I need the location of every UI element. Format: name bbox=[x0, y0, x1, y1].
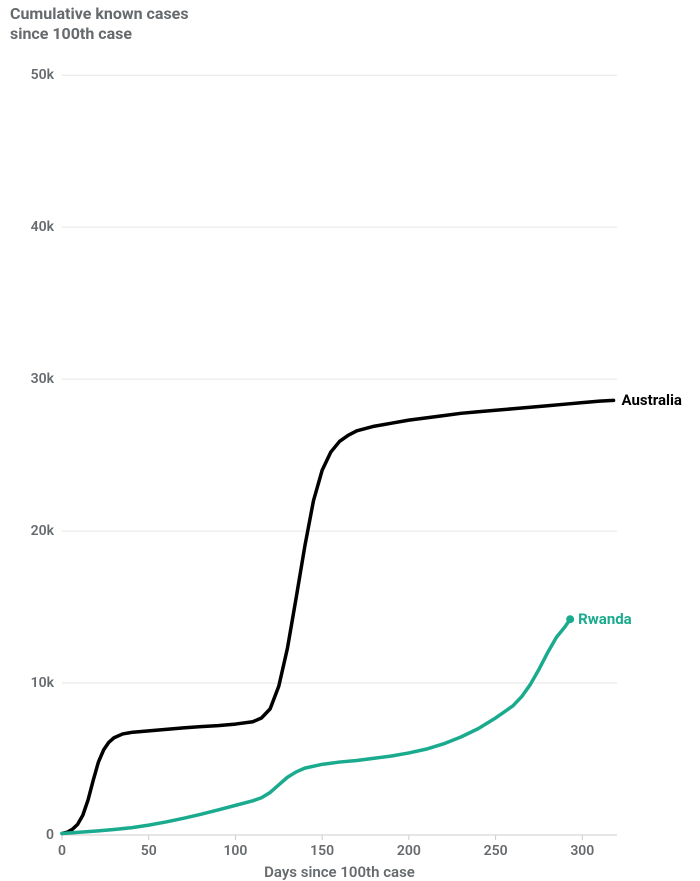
series-line-rwanda bbox=[62, 619, 570, 833]
y-tick-label: 50k bbox=[31, 67, 54, 83]
series-end-marker-rwanda bbox=[566, 615, 574, 623]
chart-title: Cumulative known cases since 100th case bbox=[10, 4, 189, 44]
x-tick-label: 300 bbox=[570, 843, 594, 859]
series-label-rwanda: Rwanda bbox=[578, 610, 632, 628]
y-tick-label: 30k bbox=[31, 371, 54, 387]
x-tick-label: 200 bbox=[397, 843, 421, 859]
y-tick-label: 20k bbox=[31, 523, 54, 539]
series-label-australia: Australia bbox=[622, 391, 682, 409]
y-tick-label: 40k bbox=[31, 219, 54, 235]
x-tick-label: 150 bbox=[310, 843, 334, 859]
series-line-australia bbox=[62, 400, 614, 833]
y-tick-label: 10k bbox=[31, 675, 54, 691]
x-tick-label: 100 bbox=[223, 843, 247, 859]
line-chart: Cumulative known cases since 100th case … bbox=[0, 0, 700, 875]
y-tick-label: 0 bbox=[46, 827, 54, 843]
x-tick-label: 0 bbox=[58, 843, 66, 859]
x-axis-title: Days since 100th case bbox=[264, 863, 415, 881]
x-tick-label: 250 bbox=[484, 843, 508, 859]
x-tick-label: 50 bbox=[141, 843, 157, 859]
chart-svg bbox=[62, 60, 617, 835]
plot-area bbox=[62, 60, 617, 835]
